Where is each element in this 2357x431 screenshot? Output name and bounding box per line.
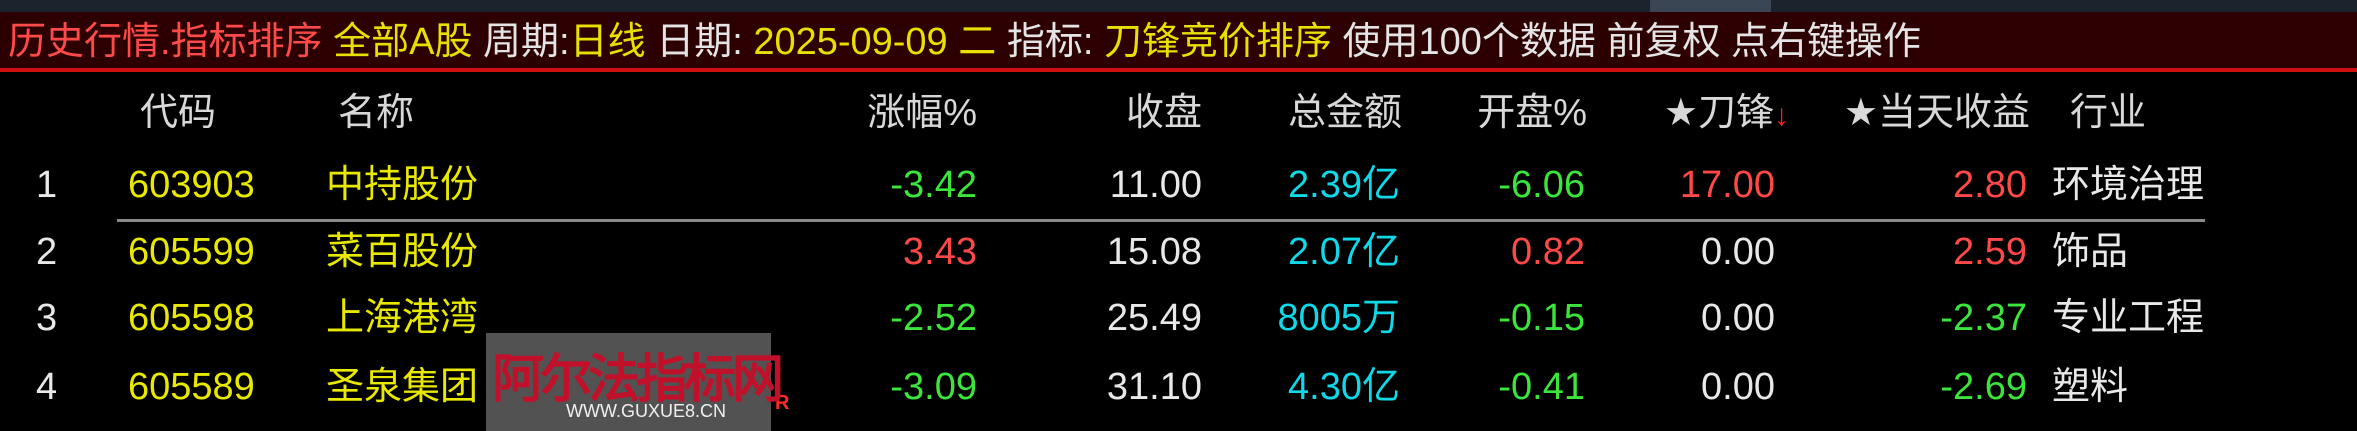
row-index: 1 bbox=[36, 164, 58, 206]
header-name[interactable]: 名称 bbox=[338, 92, 415, 134]
blade-value: 17.00 bbox=[1679, 164, 1775, 206]
open-pct: -0.15 bbox=[1498, 297, 1585, 339]
stock-code: 603903 bbox=[128, 164, 255, 206]
market-selector[interactable]: 全部A股 bbox=[333, 21, 473, 63]
marker-r: R bbox=[775, 392, 790, 414]
total-amount: 4.30亿 bbox=[1288, 366, 1400, 408]
industry: 饰品 bbox=[2052, 231, 2129, 273]
change-pct: -3.42 bbox=[890, 164, 977, 206]
total-amount: 8005万 bbox=[1277, 297, 1400, 339]
header-change[interactable]: 涨幅% bbox=[867, 92, 977, 134]
sort-down-icon: ↓ bbox=[1774, 99, 1789, 132]
stock-code: 605598 bbox=[128, 297, 255, 339]
blade-value: 0.00 bbox=[1701, 231, 1775, 273]
top-tab[interactable] bbox=[1650, 0, 1771, 12]
module-title: 历史行情.指标排序 bbox=[8, 21, 323, 63]
close-price: 15.08 bbox=[1106, 231, 1202, 273]
stock-name: 上海港湾 bbox=[326, 297, 479, 339]
stock-code: 605589 bbox=[128, 366, 255, 408]
open-pct: 0.82 bbox=[1511, 231, 1585, 273]
period-value[interactable]: 日线 bbox=[569, 21, 646, 63]
blade-value: 0.00 bbox=[1701, 297, 1775, 339]
open-pct: -0.41 bbox=[1498, 366, 1585, 408]
header-amount[interactable]: 总金额 bbox=[1287, 92, 1402, 134]
title-bar: 历史行情.指标排序 全部A股 周期:日线 日期: 2025-09-09 二 指标… bbox=[0, 12, 2357, 72]
info-text: 使用100个数据 前复权 点右键操作 bbox=[1342, 21, 1922, 63]
watermark-title: 阿尔法指标网 bbox=[492, 349, 784, 410]
header-code[interactable]: 代码 bbox=[140, 92, 217, 134]
header-open[interactable]: 开盘% bbox=[1477, 92, 1587, 134]
stock-name: 中持股份 bbox=[326, 164, 479, 206]
row-index: 2 bbox=[36, 231, 58, 273]
close-price: 11.00 bbox=[1109, 164, 1202, 206]
row-index: 4 bbox=[36, 366, 58, 408]
close-price: 25.49 bbox=[1106, 297, 1202, 339]
total-amount: 2.39亿 bbox=[1288, 164, 1400, 206]
day-return: 2.80 bbox=[1953, 164, 2027, 206]
header-blade-label: ★刀锋 bbox=[1663, 92, 1774, 134]
header-blade[interactable]: ★刀锋↓ bbox=[1664, 88, 1789, 141]
watermark-logo: 阿尔法指标网 WWW.GUXUE8.CN bbox=[486, 333, 784, 431]
window-top-strip bbox=[0, 0, 2357, 12]
header-industry[interactable]: 行业 bbox=[2070, 92, 2147, 134]
indicator-value[interactable]: 刀锋竞价排序 bbox=[1103, 21, 1332, 63]
header-close[interactable]: 收盘 bbox=[1125, 92, 1202, 134]
day-return: -2.37 bbox=[1940, 297, 2027, 339]
industry: 环境治理 bbox=[2052, 164, 2205, 206]
day-return: -2.69 bbox=[1940, 366, 2027, 408]
watermark-url: WWW.GUXUE8.CN bbox=[566, 401, 726, 421]
stock-name: 菜百股份 bbox=[326, 231, 479, 273]
header-day-return[interactable]: ★当天收益 bbox=[1843, 92, 2030, 134]
industry: 专业工程 bbox=[2052, 297, 2205, 339]
close-price: 31.10 bbox=[1106, 366, 1202, 408]
indicator-label: 指标: bbox=[1006, 21, 1094, 63]
day-return: 2.59 bbox=[1953, 231, 2027, 273]
total-amount: 2.07亿 bbox=[1288, 231, 1400, 273]
change-pct: -3.09 bbox=[890, 366, 977, 408]
change-pct: 3.43 bbox=[903, 231, 977, 273]
date-value[interactable]: 2025-09-09 二 bbox=[753, 21, 997, 63]
date-label: 日期: bbox=[656, 21, 743, 63]
period-label: 周期: bbox=[483, 21, 570, 63]
row-index: 3 bbox=[36, 297, 58, 339]
stock-code: 605599 bbox=[128, 231, 255, 273]
row-divider bbox=[117, 219, 2205, 222]
stock-name: 圣泉集团 bbox=[326, 366, 479, 408]
open-pct: -6.06 bbox=[1498, 164, 1585, 206]
change-pct: -2.52 bbox=[890, 297, 977, 339]
industry: 塑料 bbox=[2052, 366, 2129, 408]
blade-value: 0.00 bbox=[1701, 366, 1775, 408]
